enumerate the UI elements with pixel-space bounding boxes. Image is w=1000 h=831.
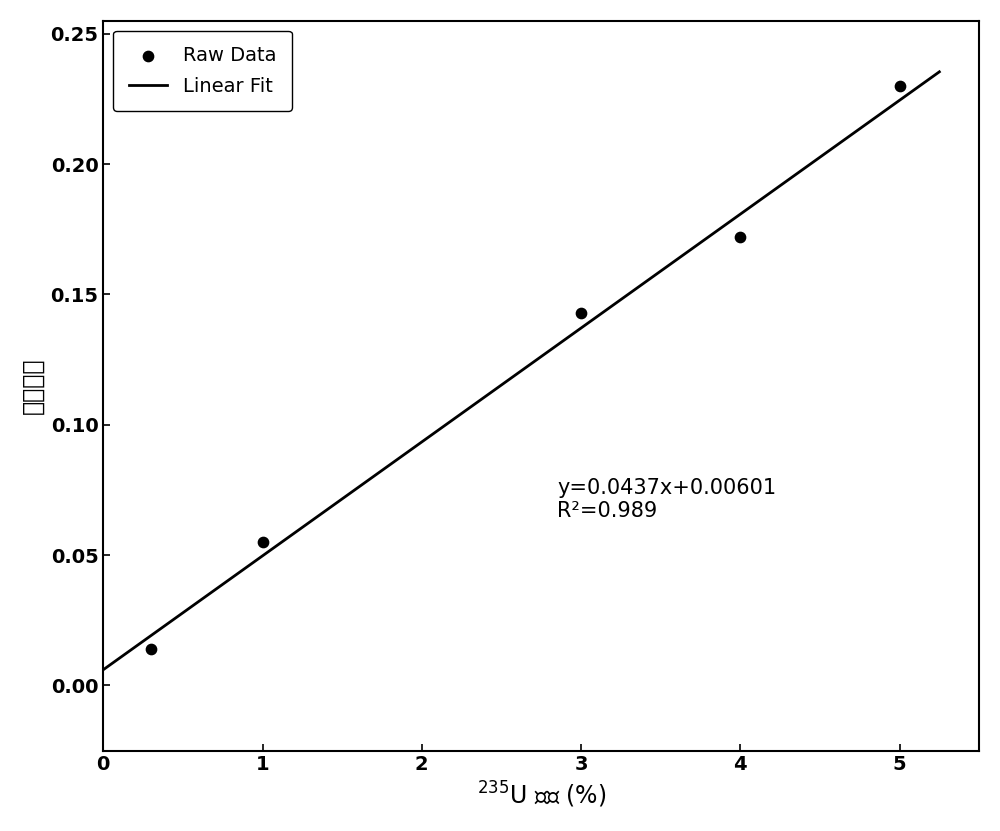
Raw Data	[255, 535, 271, 548]
Raw Data	[732, 230, 748, 243]
Linear Fit	[609, 299, 621, 309]
Y-axis label: 吸收强度: 吸收强度	[21, 357, 45, 414]
Raw Data	[892, 79, 908, 92]
Linear Fit	[592, 311, 604, 321]
Raw Data	[573, 306, 589, 319]
Linear Fit	[933, 66, 945, 76]
Raw Data	[143, 642, 159, 656]
Linear Fit	[100, 663, 112, 673]
Linear Fit	[595, 309, 607, 319]
Linear Fit	[855, 123, 867, 133]
Legend: Raw Data, Linear Fit: Raw Data, Linear Fit	[113, 31, 292, 111]
Line: Linear Fit: Linear Fit	[103, 71, 939, 670]
Linear Fit	[97, 665, 109, 675]
Linear Fit	[802, 161, 814, 171]
X-axis label: $^{235}$U 含量 (%): $^{235}$U 含量 (%)	[477, 780, 606, 810]
Text: y=0.0437x+0.00601
R²=0.989: y=0.0437x+0.00601 R²=0.989	[557, 478, 776, 521]
